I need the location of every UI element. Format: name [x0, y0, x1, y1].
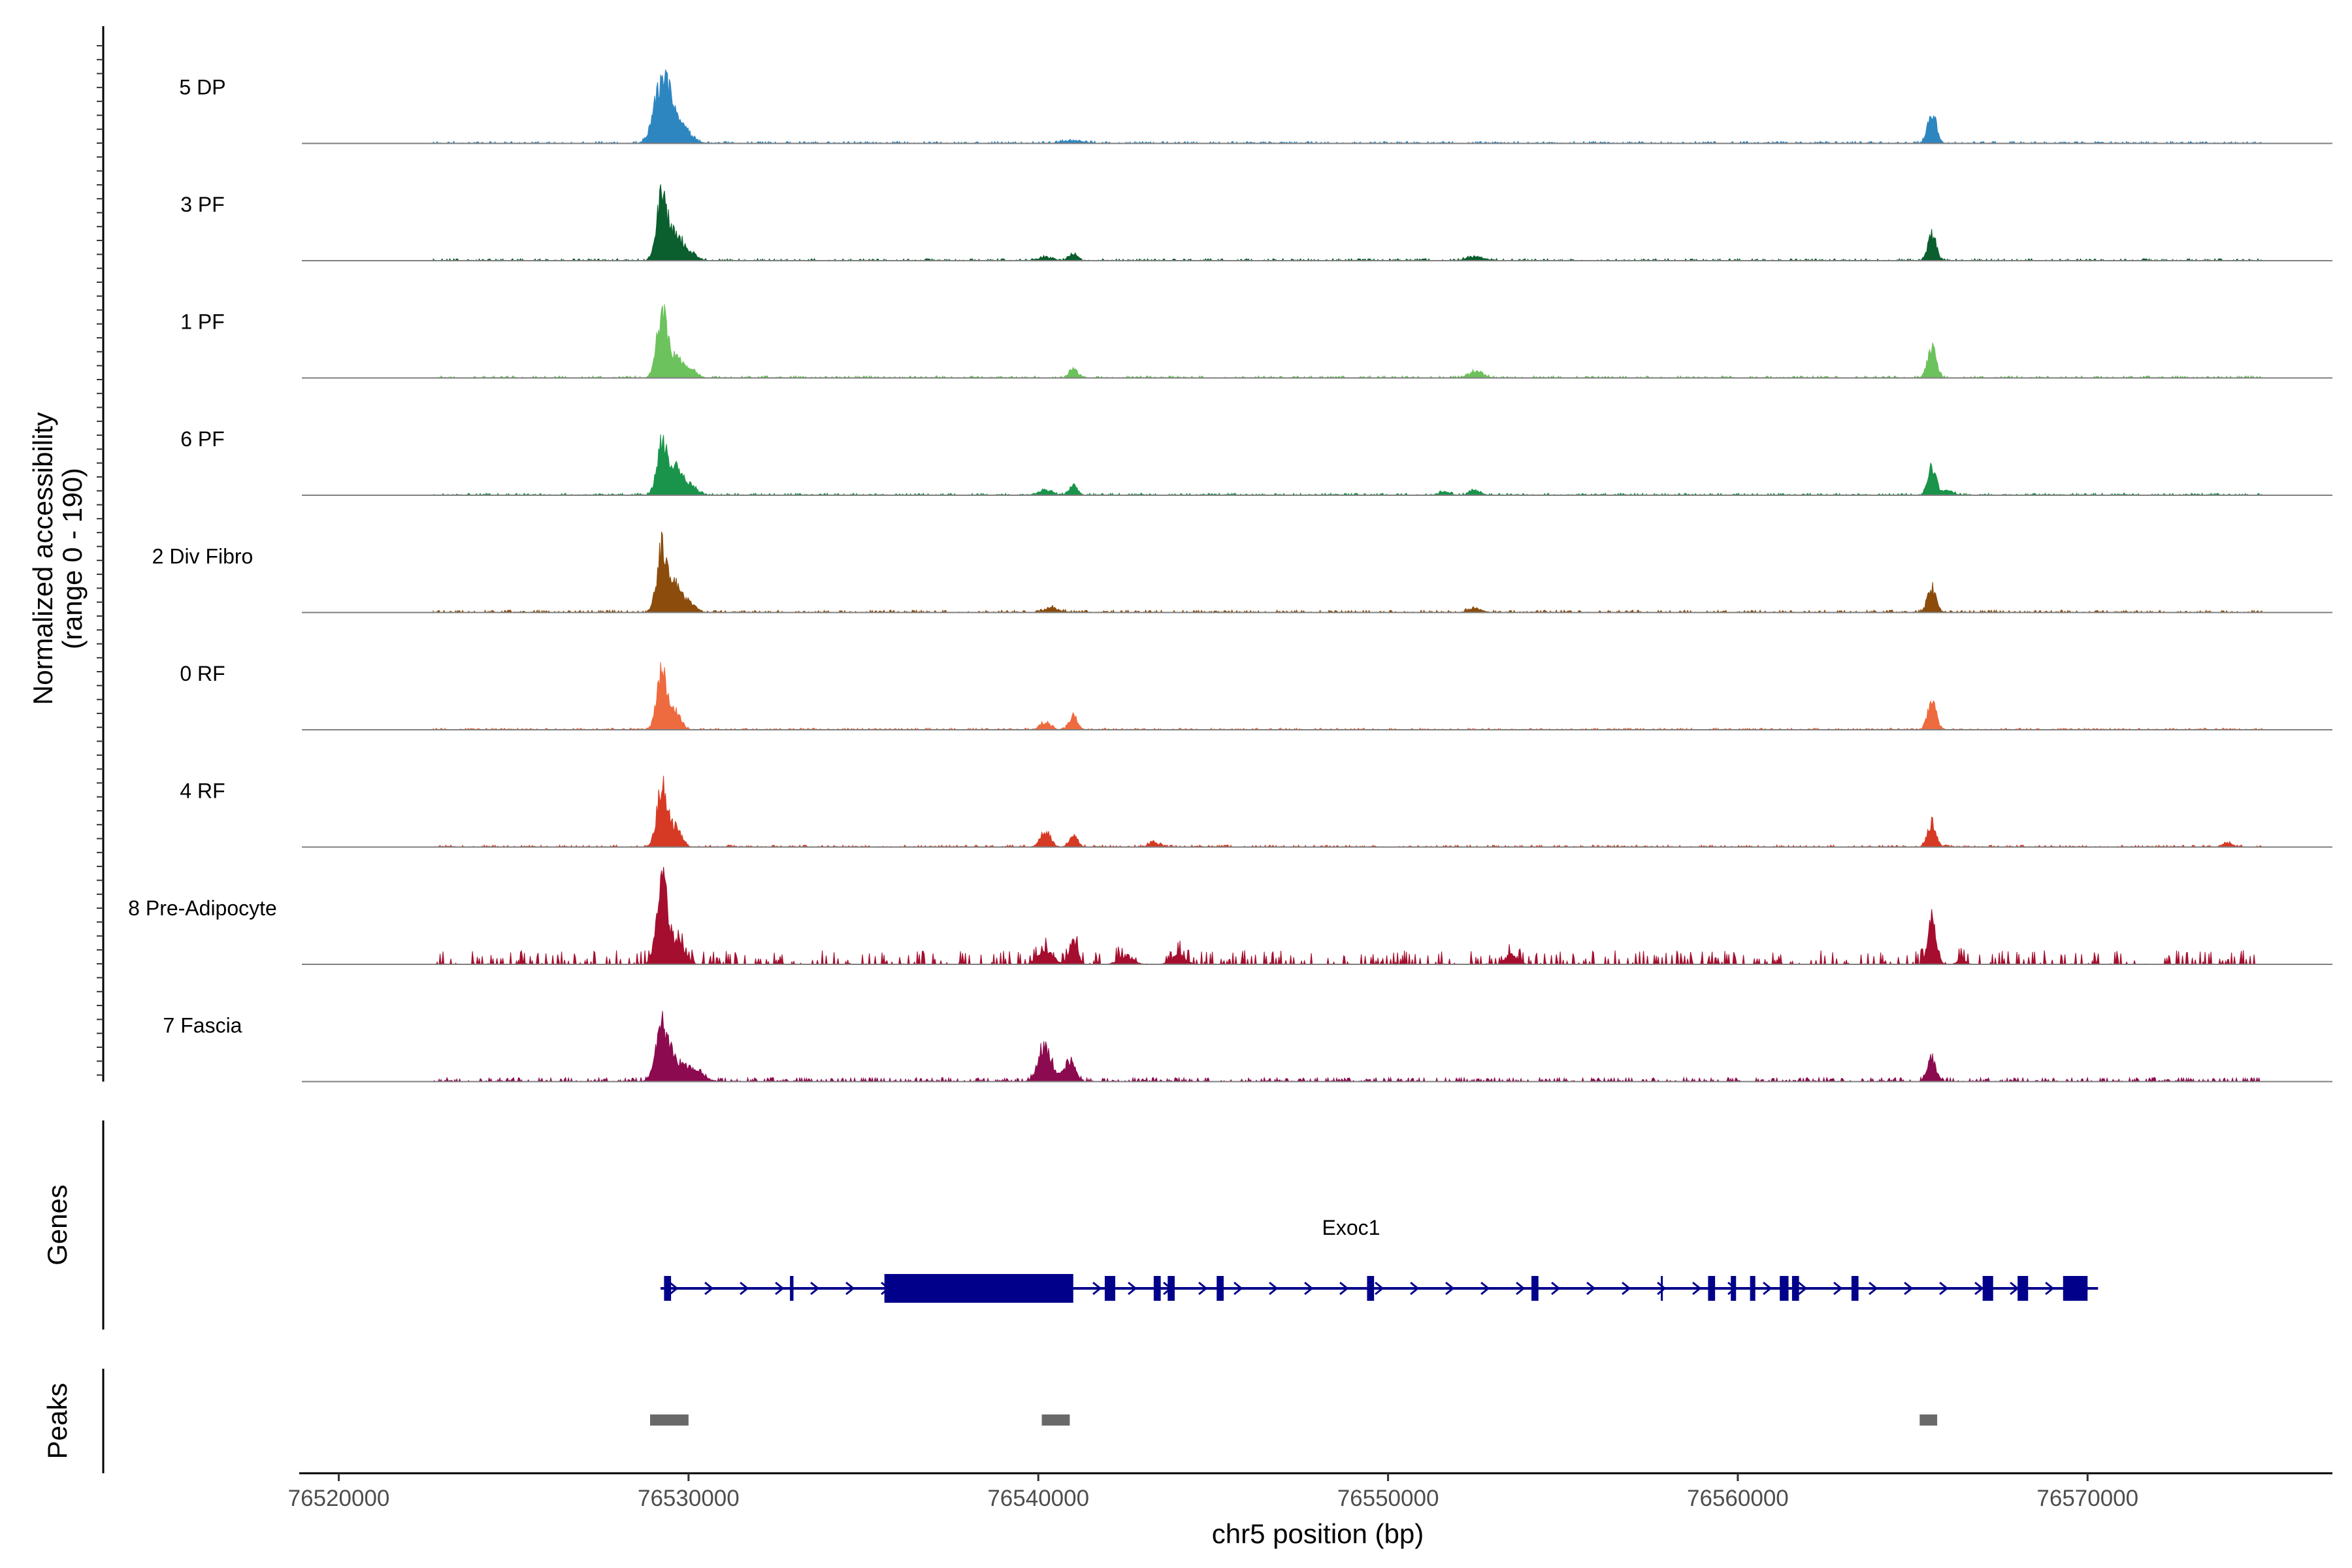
strand-arrow [1480, 1281, 1490, 1296]
strand-arrow [1904, 1281, 1914, 1296]
coverage-area-track-1 [433, 184, 2263, 262]
track-label-5: 0 RF [180, 662, 225, 685]
exon-6 [1217, 1276, 1224, 1301]
strand-arrow [2010, 1281, 2019, 1296]
exon-1 [790, 1276, 794, 1301]
strand-arrow [1198, 1281, 1208, 1296]
y-axis-title-line2: (range 0 - 190) [57, 468, 88, 649]
exon-18 [2063, 1276, 2088, 1301]
strand-arrow [704, 1281, 714, 1296]
strand-arrow [1233, 1281, 1243, 1296]
coverage-area-track-5 [433, 662, 2262, 731]
coverage-area-track-4 [433, 531, 2262, 613]
strand-arrow [775, 1281, 785, 1296]
strand-arrow [740, 1281, 749, 1296]
exon-10 [1708, 1276, 1716, 1301]
exon-0 [664, 1276, 672, 1301]
strand-arrow [1339, 1281, 1349, 1296]
strand-arrow [1269, 1281, 1279, 1296]
strand-arrow [1092, 1281, 1102, 1296]
y-axis-title-line1: Normalized accessibility [27, 412, 58, 705]
coverage-area-track-3 [432, 434, 2262, 497]
strand-arrow [1622, 1281, 1631, 1296]
track-label-3: 6 PF [180, 427, 225, 451]
exon-7 [1367, 1276, 1375, 1301]
strand-arrow [1128, 1281, 1137, 1296]
strand-arrow [1798, 1281, 1808, 1296]
y-axis-title: Normalized accessibility (range 0 - 190) [27, 412, 88, 705]
track-label-8: 7 Fascia [163, 1014, 242, 1037]
exon-8 [1531, 1276, 1539, 1301]
peaks-panel-title: Peaks [42, 1383, 73, 1460]
exon-14 [1791, 1276, 1799, 1301]
coverage-tracks: 5 DP 3 PF 1 PF 6 PF 2 Div Fibro 0 RF 4 RF 8 Pre… [97, 26, 2332, 1083]
exon-13 [1780, 1276, 1789, 1301]
exon-5 [1168, 1276, 1175, 1301]
coverage-area-track-2 [433, 304, 2262, 379]
x-axis: chr5 position (bp) 76520000 76530000 76540… [288, 1472, 2332, 1549]
exon-15 [1851, 1276, 1859, 1301]
strand-arrow [1657, 1281, 1667, 1296]
peak-region-1 [1041, 1414, 1070, 1426]
x-tick-label: 76520000 [288, 1486, 390, 1511]
strand-arrow [1304, 1281, 1314, 1296]
strand-arrow [1869, 1281, 1878, 1296]
strand-arrow [1375, 1281, 1384, 1296]
coverage-area-track-8 [432, 1011, 2262, 1083]
x-tick-label: 76550000 [1337, 1486, 1439, 1511]
peak-region-2 [1919, 1414, 1938, 1426]
strand-arrow [2045, 1281, 2055, 1296]
track-label-7: 8 Pre-Adipocyte [128, 896, 277, 920]
coverage-area-track-6 [433, 776, 2263, 848]
exon-16 [1982, 1276, 1993, 1301]
strand-arrow [1763, 1281, 1772, 1296]
peak-region-0 [649, 1414, 689, 1426]
exon-12 [1750, 1276, 1756, 1301]
exon-4 [1153, 1276, 1161, 1301]
coverage-area-track-0 [433, 69, 2263, 144]
strand-arrow [1410, 1281, 1420, 1296]
strand-arrow [1551, 1281, 1561, 1296]
strand-arrow [1833, 1281, 1843, 1296]
track-label-6: 4 RF [180, 779, 225, 803]
gene-label-exoc1: Exoc1 [1322, 1216, 1380, 1239]
strand-arrow [1586, 1281, 1596, 1296]
x-tick-label: 76530000 [638, 1486, 740, 1511]
strand-arrow [1692, 1281, 1702, 1296]
strand-arrow [810, 1281, 820, 1296]
strand-arrow [1939, 1281, 1949, 1296]
genes-panel: Genes Exoc1 [42, 1120, 2099, 1330]
coverage-area-track-7 [433, 866, 2262, 966]
x-tick-label: 76560000 [1687, 1486, 1789, 1511]
strand-arrow [1974, 1281, 1984, 1296]
exon-3 [1104, 1276, 1115, 1301]
exon-9 [1661, 1276, 1663, 1301]
track-label-0: 5 DP [179, 76, 225, 99]
x-tick-label: 76570000 [2036, 1486, 2138, 1511]
peaks-panel: Peaks [42, 1369, 1938, 1473]
strand-arrow [669, 1281, 679, 1296]
strand-arrow [845, 1281, 855, 1296]
strand-arrow [1516, 1281, 1526, 1296]
exon-2 [884, 1274, 1073, 1303]
x-tick-label: 76540000 [987, 1486, 1089, 1511]
track-label-4: 2 Div Fibro [152, 545, 253, 568]
x-axis-title: chr5 position (bp) [1212, 1518, 1424, 1549]
exon-17 [2017, 1276, 2029, 1301]
track-label-1: 3 PF [180, 193, 225, 216]
genes-panel-title: Genes [42, 1184, 73, 1266]
track-label-2: 1 PF [180, 310, 225, 334]
exon-11 [1731, 1276, 1737, 1301]
strand-arrow [1445, 1281, 1455, 1296]
